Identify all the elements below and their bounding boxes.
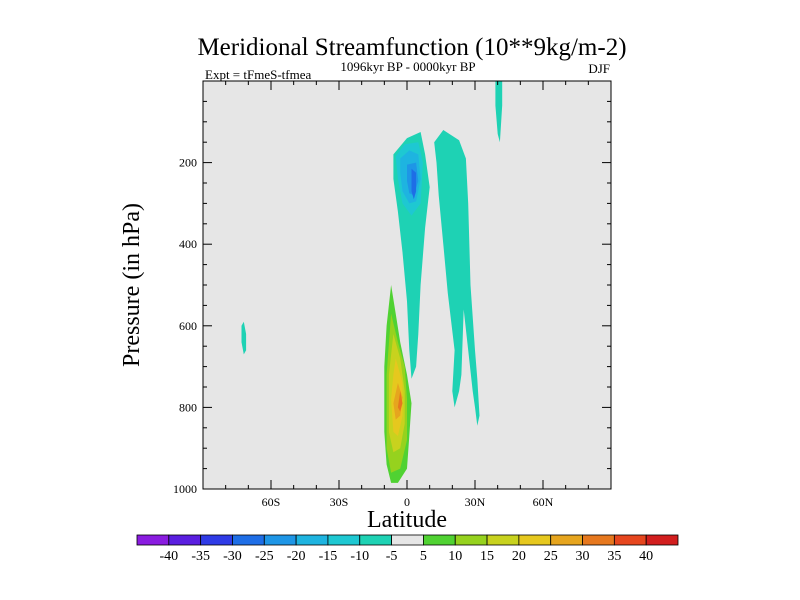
colorbar-label: 15	[480, 549, 494, 564]
contour-polar-sliver	[495, 81, 503, 143]
colorbar-swatch	[136, 534, 170, 546]
colorbar-swatch	[550, 534, 583, 546]
contour-level--25	[411, 168, 417, 200]
colorbar-swatch	[423, 534, 456, 546]
colorbar-label: -25	[255, 549, 274, 564]
colorbar-swatch	[168, 534, 202, 546]
season-label: DJF	[588, 61, 610, 76]
colorbar-swatch	[613, 534, 647, 546]
contour-upper-tropical-cell	[393, 132, 430, 379]
contour-level--5	[241, 321, 247, 355]
contour-level--5	[434, 130, 480, 426]
colorbar-swatch	[454, 534, 488, 546]
y-tick-label: 400	[179, 237, 197, 251]
experiment-label: Expt = tFmeS-tfmea	[205, 67, 311, 82]
colorbar-swatch	[327, 534, 361, 546]
y-tick-label: 1000	[173, 482, 197, 496]
colorbar-label: -30	[223, 549, 242, 564]
contour-northern-branch	[434, 130, 480, 426]
colorbar-label: 35	[607, 549, 621, 564]
colorbar-swatch	[295, 534, 329, 546]
colorbar-label: 5	[420, 549, 427, 564]
colorbar-swatch	[232, 534, 265, 546]
colorbar-swatch	[645, 534, 679, 546]
colorbar-swatch	[263, 534, 297, 546]
colorbar-label: -40	[159, 549, 178, 564]
colorbar-swatch	[200, 534, 233, 546]
y-axis-label: Pressure (in hPa)	[119, 203, 145, 367]
colorbar-label: -10	[350, 549, 369, 564]
x-tick-label: 60N	[533, 495, 554, 509]
y-tick-label: 800	[179, 400, 197, 414]
y-tick-label: 600	[179, 319, 197, 333]
tick-layer: 60S 30S 0 30N 60N 200 400 600 800 1000	[173, 81, 612, 509]
colorbar-label: -20	[287, 549, 306, 564]
y-tick-label: 200	[179, 156, 197, 170]
contour-layer	[241, 81, 503, 483]
colorbar-label: 20	[512, 549, 526, 564]
chart-title: Meridional Streamfunction (10**9kg/m-2)	[197, 34, 626, 61]
colorbar-label: 40	[639, 549, 653, 564]
colorbar-label: -15	[319, 549, 338, 564]
time-range-label: 1096kyr BP - 0000kyr BP	[340, 59, 475, 74]
colorbar-label: 30	[576, 549, 590, 564]
colorbar: -40 -35 -30 -25 -20 -15 -10 -5 5 10 15 20 25 30 35 40	[136, 534, 679, 564]
x-tick-label: 60S	[262, 495, 281, 509]
colorbar-label: -5	[386, 549, 398, 564]
x-tick-label: 30N	[465, 495, 486, 509]
contour-southern-speck	[241, 321, 247, 355]
contour-level--5	[495, 81, 503, 143]
contour-lower-cell	[384, 285, 412, 483]
colorbar-swatch	[486, 534, 520, 546]
colorbar-label: 25	[544, 549, 558, 564]
colorbar-label: -35	[191, 549, 210, 564]
colorbar-swatch	[391, 534, 424, 546]
x-axis-label: Latitude	[367, 507, 447, 533]
x-tick-label: 30S	[330, 495, 349, 509]
plot-area: 60S 30S 0 30N 60N 200 400 600 800 1000	[173, 80, 612, 509]
colorbar-label: 10	[448, 549, 462, 564]
x-tick-label: 0	[404, 495, 410, 509]
colorbar-swatch	[359, 534, 392, 546]
colorbar-swatch	[518, 534, 552, 546]
colorbar-swatch	[582, 534, 615, 546]
contour-level-30	[397, 391, 403, 412]
